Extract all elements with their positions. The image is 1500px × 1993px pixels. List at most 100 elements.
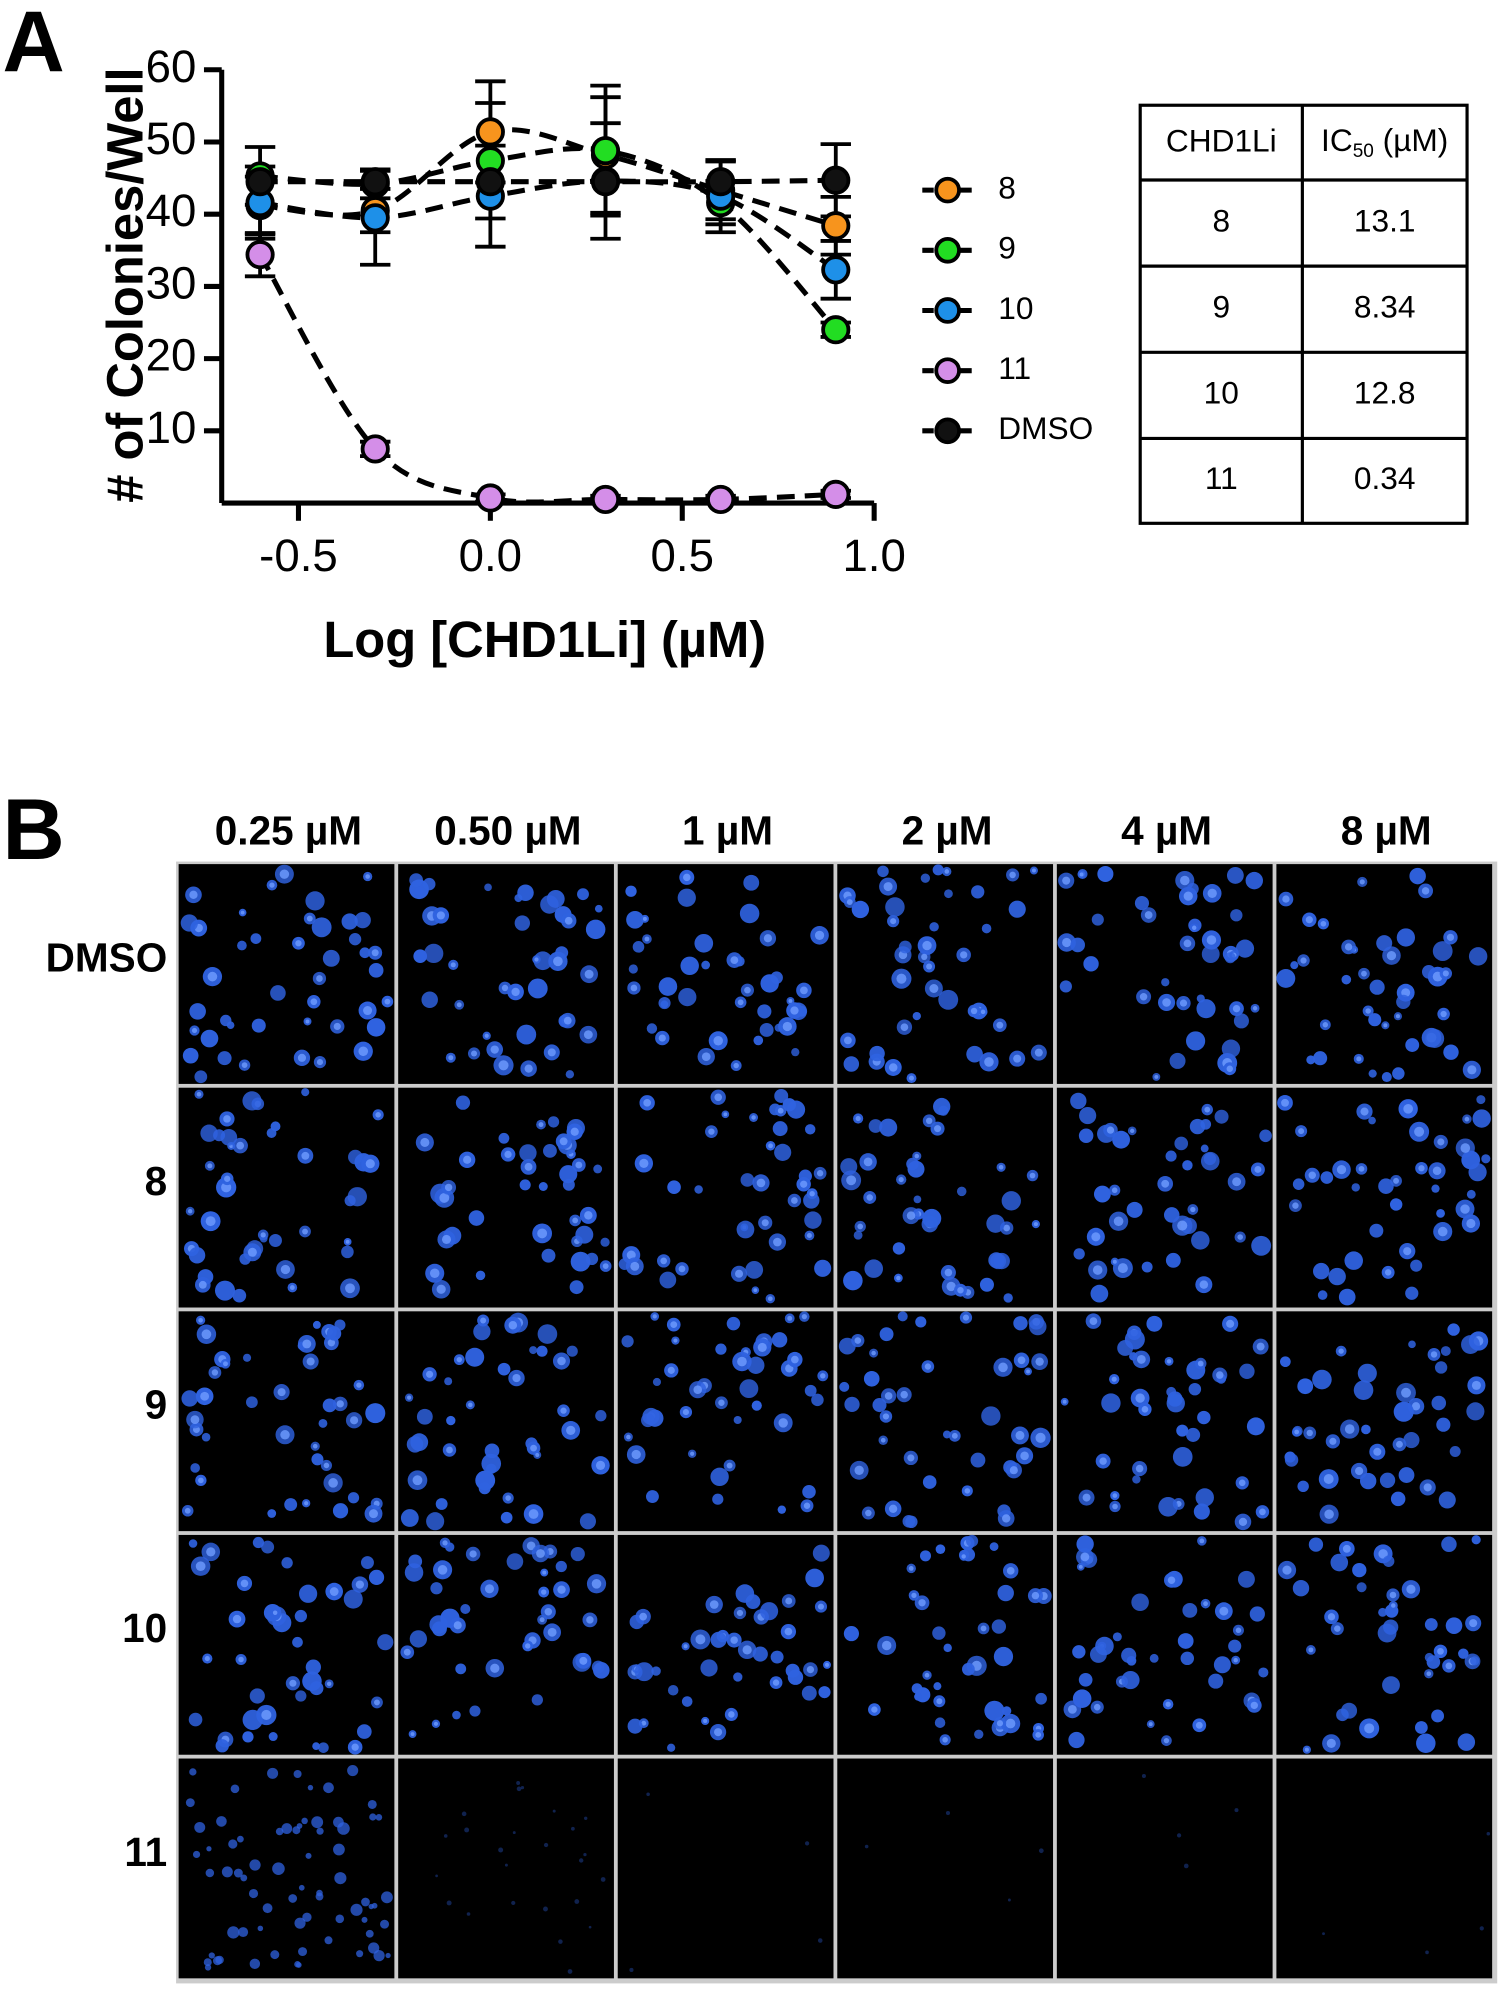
colony: [251, 1018, 266, 1033]
colony-core: [1111, 1187, 1118, 1194]
colony-core: [944, 869, 950, 874]
data-point: [245, 240, 275, 270]
colony: [1134, 896, 1150, 911]
colony: [1396, 994, 1411, 1010]
colony: [851, 900, 870, 919]
colony: [804, 1124, 816, 1135]
micrograph: [1276, 1311, 1493, 1532]
colony: [1425, 1950, 1429, 1955]
colony-core: [564, 916, 573, 925]
colony: [497, 1362, 511, 1376]
colony: [1396, 928, 1415, 947]
colony: [543, 1842, 549, 1848]
y-tick-label: 40: [146, 185, 197, 236]
colony: [311, 1816, 324, 1829]
colony: [1208, 1673, 1224, 1689]
colony: [1416, 1733, 1436, 1753]
colony-core: [736, 1609, 744, 1617]
colony-core: [714, 1728, 723, 1737]
colony: [519, 1179, 531, 1191]
colony: [1472, 1109, 1491, 1128]
y-tick-label: 50: [146, 113, 197, 164]
colony: [570, 1251, 591, 1272]
colony-core: [223, 1361, 228, 1367]
colony: [1330, 1553, 1349, 1572]
colony-core: [1009, 871, 1016, 879]
colony-core: [1112, 1503, 1118, 1510]
colony-core: [1112, 1259, 1117, 1264]
data-point: [821, 479, 851, 509]
colony: [1361, 1424, 1371, 1435]
colony: [1445, 1617, 1463, 1634]
colony-core: [544, 1608, 553, 1616]
colony-core: [302, 1228, 308, 1235]
micrograph-background: [398, 1534, 614, 1755]
micrograph: [837, 864, 1054, 1084]
colony: [583, 1852, 587, 1857]
colony: [575, 1225, 594, 1244]
colony: [444, 1377, 453, 1386]
colony-core: [1356, 1056, 1362, 1062]
colony: [238, 1927, 249, 1938]
colony: [1469, 1656, 1480, 1666]
colony-core: [442, 1540, 448, 1546]
colony: [1078, 1128, 1094, 1143]
colony-core: [998, 1362, 1008, 1373]
colony-core: [1360, 1107, 1369, 1116]
colony: [435, 1498, 448, 1510]
colony-core: [198, 1477, 204, 1484]
colony-core: [925, 1117, 933, 1125]
colony-core: [726, 1462, 733, 1469]
colony: [1368, 1069, 1377, 1078]
colony: [272, 1862, 285, 1875]
colony: [594, 904, 603, 913]
colony: [1132, 1475, 1141, 1484]
colony: [475, 1470, 496, 1491]
colony-core: [1195, 1721, 1203, 1729]
colony: [1089, 1646, 1107, 1663]
colony-core: [547, 1048, 556, 1057]
row-label: DMSO: [46, 934, 168, 980]
colony-core: [280, 1264, 291, 1275]
colony: [1146, 1315, 1163, 1332]
colony: [658, 977, 678, 996]
colony-core: [658, 1034, 666, 1042]
micrograph: [1276, 1758, 1493, 1979]
colony: [268, 1732, 278, 1742]
micrograph-background: [617, 864, 834, 1084]
colony-core: [1396, 1440, 1403, 1448]
colony: [585, 919, 606, 940]
colony: [201, 1432, 211, 1442]
colony: [1121, 1670, 1140, 1690]
colony: [1245, 871, 1263, 890]
colony-core: [542, 1570, 547, 1575]
colony: [811, 1393, 824, 1407]
colony-core: [1139, 993, 1148, 1001]
colony-core: [957, 1286, 964, 1294]
colony: [843, 1626, 860, 1642]
colony: [818, 1686, 831, 1699]
colony: [410, 1433, 429, 1452]
micrograph-background: [398, 1758, 614, 1979]
colony: [529, 1346, 538, 1355]
colony-core: [1165, 1701, 1171, 1707]
colony-core: [490, 1045, 499, 1054]
colony-core: [1237, 1234, 1243, 1240]
colony: [1246, 1417, 1265, 1436]
colony: [694, 1185, 703, 1194]
colony-core: [1298, 1128, 1305, 1135]
colony-core: [871, 1350, 876, 1356]
panel-label: A: [3, 0, 65, 90]
colony-core: [960, 951, 968, 959]
colony: [934, 1717, 946, 1728]
colony: [316, 1827, 324, 1835]
colony: [1389, 1198, 1403, 1211]
colony-core: [572, 1217, 579, 1224]
micrograph: [398, 1087, 614, 1308]
colony-core: [535, 1453, 540, 1457]
row-label: 8: [145, 1158, 168, 1204]
colony: [1368, 1116, 1376, 1125]
colony-core: [900, 1390, 908, 1399]
